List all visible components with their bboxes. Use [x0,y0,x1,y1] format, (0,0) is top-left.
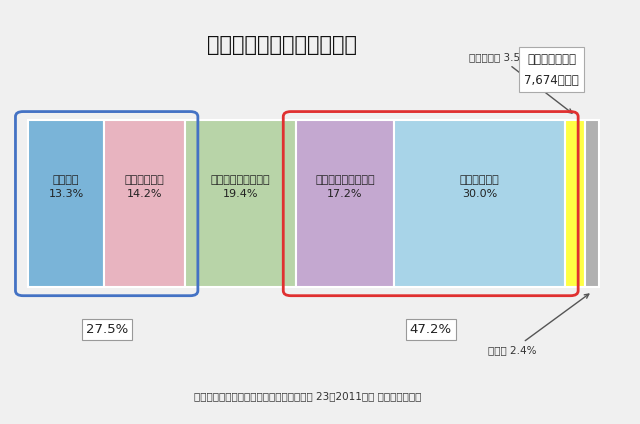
Text: 無回答 2.4%: 無回答 2.4% [488,294,589,355]
Bar [296,120,394,287]
Bar [566,120,586,287]
Text: そう思わない
30.0%: そう思わない 30.0% [460,175,500,199]
Bar [104,120,185,287]
Bar [394,120,566,287]
Text: 多少そう思う
14.2%: 多少そう思う 14.2% [125,175,164,199]
Bar [586,120,599,287]
Text: 都立高校２年生
7,674人回答: 都立高校２年生 7,674人回答 [524,53,579,87]
Text: 47.2%: 47.2% [410,323,452,336]
Bar [28,120,104,287]
Text: あまりそう思わない
17.2%: あまりそう思わない 17.2% [316,175,375,199]
Text: 今後、留学したいと思うか: 今後、留学したいと思うか [207,35,357,55]
Bar [185,120,296,287]
Text: わからない 3.5%: わからない 3.5% [469,52,572,113]
Text: （都立高校の現状把握に関する調査（平成 23（2011）年 東京都）より）: （都立高校の現状把握に関する調査（平成 23（2011）年 東京都）より） [194,391,421,401]
Text: どちらともいえない
19.4%: どちらともいえない 19.4% [211,175,270,199]
Text: 27.5%: 27.5% [86,323,128,336]
Text: そう思う
13.3%: そう思う 13.3% [49,175,84,199]
